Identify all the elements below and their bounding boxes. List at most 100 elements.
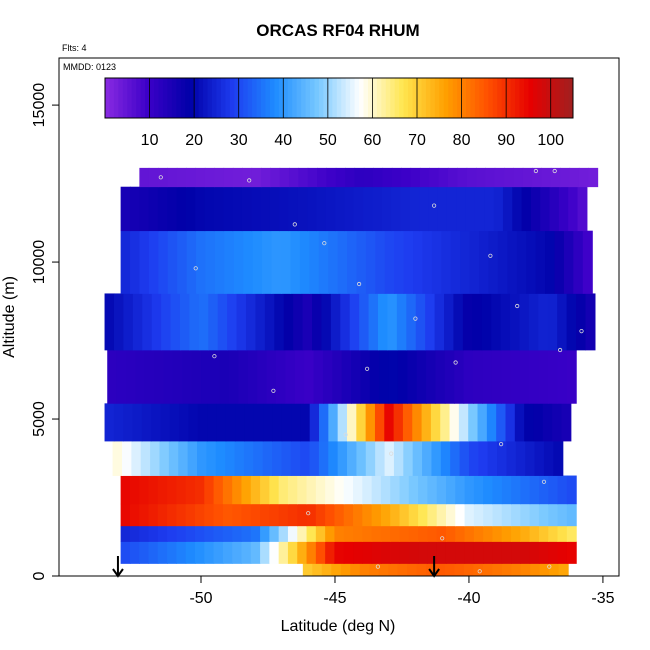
heatmap-cell — [302, 293, 313, 351]
colorbar-swatch — [466, 78, 471, 118]
heatmap-cell — [340, 563, 351, 577]
heatmap-cell — [140, 441, 151, 476]
heatmap-cell — [222, 475, 233, 505]
colorbar-tick-label: 30 — [230, 132, 248, 149]
heatmap-cell — [483, 525, 494, 542]
heatmap-cell — [217, 293, 228, 351]
heatmap-cell — [539, 563, 550, 577]
heatmap-cell — [176, 167, 187, 188]
heatmap-cell — [514, 403, 525, 442]
heatmap-cell — [278, 525, 289, 542]
heatmap-cell — [444, 293, 455, 351]
heatmap-cell — [445, 541, 456, 564]
heatmap-cell — [315, 503, 326, 527]
heatmap-cell — [460, 230, 471, 294]
heatmap-cell — [306, 525, 317, 542]
heatmap-cell — [528, 293, 539, 351]
heatmap-cell — [194, 541, 205, 564]
heatmap-cell — [139, 503, 150, 527]
colorbar-swatch — [314, 78, 320, 118]
heatmap-cell — [139, 186, 150, 232]
heatmap-cell — [507, 230, 518, 294]
colorbar-swatch — [185, 78, 191, 118]
heatmap-cell — [344, 186, 355, 232]
heatmap-cell — [176, 186, 187, 232]
heatmap-cell — [167, 186, 178, 232]
heatmap-cell — [510, 349, 521, 404]
heatmap-cell — [315, 541, 326, 564]
colorbar-swatch — [568, 78, 574, 118]
heatmap-cell — [315, 475, 326, 505]
heatmap-cell — [185, 541, 196, 564]
heatmap-cell — [330, 293, 341, 351]
colorbar-swatch — [359, 78, 365, 118]
colorbar-tick-label: 90 — [497, 132, 515, 149]
heatmap-cell — [371, 541, 382, 564]
heatmap-cell — [113, 403, 124, 442]
heatmap-cell — [178, 441, 189, 476]
y-tick-label: 10000 — [31, 240, 48, 285]
colorbar-swatch — [323, 78, 329, 118]
colorbar-swatch — [381, 78, 387, 118]
sample-point — [322, 241, 327, 246]
heatmap-cell — [334, 525, 345, 542]
heatmap-cell — [563, 230, 574, 294]
heatmap-cell — [534, 441, 545, 476]
colorbar-swatch — [261, 78, 266, 118]
heatmap-cell — [573, 230, 584, 294]
heatmap-cell — [463, 563, 474, 577]
colorbar-swatch — [372, 78, 378, 118]
heatmap-cell — [520, 563, 531, 577]
heatmap-cell — [328, 403, 339, 442]
colorbar-swatch — [354, 78, 360, 118]
heatmap-cell — [401, 167, 412, 188]
heatmap-cell — [223, 167, 234, 188]
heatmap-cell — [550, 167, 561, 188]
heatmap-cell — [293, 293, 304, 351]
heatmap-cell — [232, 541, 243, 564]
heatmap-cell — [278, 503, 289, 527]
heatmap-cell — [251, 167, 262, 188]
heatmap-cell — [356, 441, 367, 476]
heatmap-cell — [318, 441, 329, 476]
heatmap-cell — [120, 525, 131, 542]
heatmap-cell — [290, 441, 301, 476]
heatmap-cell — [554, 230, 565, 294]
heatmap-cell — [120, 475, 131, 505]
heatmap-cell — [343, 525, 354, 542]
sample-point — [552, 168, 557, 174]
sample-point — [541, 479, 547, 484]
colorbar-swatch — [162, 78, 168, 118]
heatmap-cell — [449, 403, 460, 442]
colorbar-swatch — [390, 78, 396, 118]
colorbar-swatch — [122, 78, 128, 118]
heatmap-cell — [407, 563, 418, 577]
heatmap-cell — [569, 167, 580, 188]
heatmap-cell — [186, 167, 197, 188]
heatmap-cell — [511, 503, 521, 527]
heatmap-cell — [427, 525, 438, 542]
heatmap-cell — [129, 186, 140, 232]
heatmap-cell — [343, 541, 354, 564]
heatmap-cell — [312, 563, 323, 577]
sample-point — [557, 347, 563, 353]
heatmap-cell — [227, 293, 238, 351]
heatmap-cell — [372, 186, 383, 232]
y-tick-label: 5000 — [31, 401, 48, 437]
flights-note: Flts: 4 — [62, 43, 87, 53]
date-note: MMDD: 0123 — [63, 62, 116, 72]
colorbar-swatch — [252, 78, 258, 118]
colorbar-tick-label: 40 — [274, 132, 292, 149]
heatmap-cell — [428, 186, 439, 232]
heatmap-cell — [306, 503, 317, 527]
heatmap-cell — [214, 230, 225, 294]
heatmap-cell — [457, 167, 468, 188]
sample-point — [271, 388, 276, 393]
heatmap-cell — [353, 525, 363, 542]
colorbar-swatch — [118, 78, 124, 118]
heatmap-cell — [204, 541, 215, 564]
heatmap-cell — [577, 186, 588, 232]
heatmap-cell — [213, 475, 224, 505]
heatmap-cell — [399, 541, 410, 564]
heatmap-cell — [530, 186, 541, 232]
